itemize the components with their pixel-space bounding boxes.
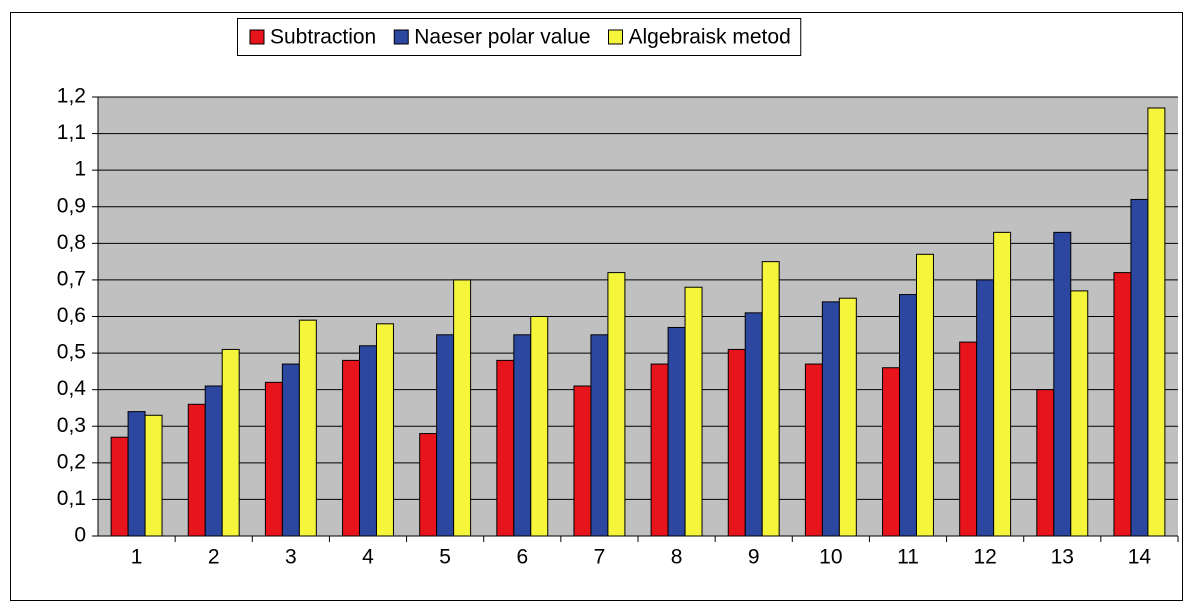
bar bbox=[1147, 107, 1166, 537]
legend-swatch bbox=[393, 29, 409, 45]
y-tick-label: 0 bbox=[74, 524, 86, 547]
x-tick-label: 10 bbox=[819, 546, 842, 569]
x-tick-label: 3 bbox=[285, 546, 297, 569]
y-tick-label: 0,7 bbox=[57, 267, 86, 290]
bar bbox=[1053, 231, 1072, 537]
bar bbox=[573, 385, 592, 537]
bar bbox=[110, 436, 129, 537]
bar bbox=[513, 334, 532, 537]
bar bbox=[298, 319, 317, 537]
bar bbox=[761, 261, 780, 537]
bar bbox=[375, 323, 394, 537]
y-tick-label: 0,8 bbox=[57, 231, 86, 254]
bar bbox=[804, 363, 823, 537]
legend-swatch bbox=[249, 29, 265, 45]
y-tick-label: 1 bbox=[74, 158, 86, 181]
x-tick-label: 1 bbox=[131, 546, 143, 569]
bar bbox=[419, 433, 438, 537]
x-tick-label: 4 bbox=[362, 546, 374, 569]
bar bbox=[1036, 389, 1055, 537]
y-tick-label: 1,1 bbox=[57, 121, 86, 144]
x-tick-label: 11 bbox=[897, 546, 919, 569]
legend-swatch bbox=[608, 29, 623, 45]
y-tick-label: 1,2 bbox=[57, 85, 86, 108]
legend-label: Subtraction bbox=[270, 26, 376, 49]
bar bbox=[684, 286, 703, 537]
legend-label: Algebraisk metod bbox=[629, 26, 791, 49]
bar bbox=[1130, 198, 1149, 537]
x-tick-label: 5 bbox=[439, 546, 451, 569]
bar bbox=[342, 359, 361, 537]
bar bbox=[650, 363, 669, 537]
y-tick-label: 0,2 bbox=[57, 450, 86, 473]
bar bbox=[607, 272, 626, 537]
y-tick-label: 0,9 bbox=[57, 194, 86, 217]
x-tick-label: 6 bbox=[516, 546, 528, 569]
legend-label: Naeser polar value bbox=[414, 26, 590, 49]
bar bbox=[667, 326, 686, 537]
bar bbox=[264, 381, 283, 537]
x-tick-label: 9 bbox=[748, 546, 760, 569]
bar bbox=[127, 411, 146, 537]
bar bbox=[882, 367, 901, 537]
bar bbox=[221, 348, 240, 537]
legend-box bbox=[237, 18, 802, 56]
bar bbox=[821, 301, 840, 537]
bar bbox=[496, 359, 515, 537]
y-tick-label: 0,6 bbox=[57, 304, 86, 327]
x-tick-label: 14 bbox=[1128, 546, 1152, 569]
bar bbox=[959, 341, 978, 537]
bar bbox=[899, 294, 917, 537]
bar bbox=[744, 312, 763, 537]
bar bbox=[436, 334, 455, 537]
bar bbox=[187, 403, 206, 537]
bar bbox=[590, 334, 609, 537]
y-tick-label: 0,4 bbox=[57, 377, 87, 400]
bar bbox=[727, 348, 746, 537]
bar bbox=[530, 316, 549, 537]
y-tick-label: 0,1 bbox=[57, 487, 86, 510]
bar bbox=[1070, 290, 1089, 537]
bar bbox=[453, 279, 472, 537]
x-tick-label: 2 bbox=[208, 546, 220, 569]
bar bbox=[281, 363, 300, 537]
bar bbox=[993, 231, 1012, 537]
bar bbox=[915, 253, 934, 537]
x-tick-label: 7 bbox=[594, 546, 606, 569]
bar bbox=[838, 297, 857, 537]
bar bbox=[359, 345, 377, 537]
bar bbox=[204, 385, 223, 537]
y-tick-label: 0,3 bbox=[57, 414, 86, 437]
y-tick-label: 0,5 bbox=[57, 341, 86, 364]
bar bbox=[1113, 272, 1132, 537]
x-tick-label: 13 bbox=[1051, 546, 1074, 569]
x-tick-label: 12 bbox=[973, 546, 996, 569]
x-tick-label: 8 bbox=[671, 546, 683, 569]
bar bbox=[144, 414, 163, 537]
bar bbox=[976, 279, 995, 537]
